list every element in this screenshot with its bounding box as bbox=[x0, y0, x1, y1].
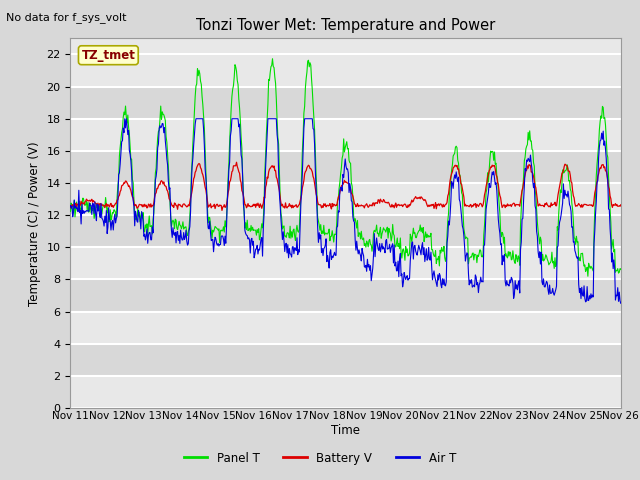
Legend: Panel T, Battery V, Air T: Panel T, Battery V, Air T bbox=[179, 447, 461, 469]
Air T bbox=[429, 271, 437, 277]
X-axis label: Time: Time bbox=[331, 423, 360, 436]
Battery V bbox=[67, 205, 74, 211]
Panel T bbox=[133, 217, 141, 223]
Air T bbox=[121, 116, 129, 121]
Air T bbox=[190, 143, 198, 148]
Bar bbox=[70, 344, 621, 376]
Panel T bbox=[584, 274, 592, 279]
Battery V bbox=[430, 205, 438, 211]
Bar bbox=[70, 119, 621, 151]
Air T bbox=[413, 252, 421, 258]
Battery V bbox=[77, 203, 84, 208]
Air T bbox=[67, 203, 74, 208]
Line: Panel T: Panel T bbox=[70, 59, 621, 276]
Text: No data for f_sys_volt: No data for f_sys_volt bbox=[6, 12, 127, 23]
Bar bbox=[70, 376, 621, 408]
Battery V bbox=[189, 182, 196, 188]
Y-axis label: Temperature (C) / Power (V): Temperature (C) / Power (V) bbox=[28, 141, 41, 305]
Bar bbox=[70, 247, 621, 279]
Panel T bbox=[413, 231, 421, 237]
Battery V bbox=[233, 159, 241, 165]
Panel T bbox=[67, 209, 74, 215]
Panel T bbox=[269, 56, 276, 61]
Bar bbox=[70, 86, 621, 119]
Battery V bbox=[219, 204, 227, 210]
Panel T bbox=[429, 251, 437, 256]
Bar bbox=[70, 54, 621, 86]
Battery V bbox=[414, 195, 422, 201]
Air T bbox=[219, 233, 227, 239]
Battery V bbox=[133, 205, 141, 211]
Air T bbox=[134, 219, 141, 225]
Line: Air T: Air T bbox=[70, 119, 621, 303]
Panel T bbox=[77, 207, 84, 213]
Bar bbox=[70, 183, 621, 215]
Air T bbox=[77, 208, 84, 214]
Line: Battery V: Battery V bbox=[70, 162, 621, 210]
Battery V bbox=[218, 207, 226, 213]
Bar bbox=[70, 151, 621, 183]
Title: Tonzi Tower Met: Temperature and Power: Tonzi Tower Met: Temperature and Power bbox=[196, 18, 495, 33]
Air T bbox=[617, 300, 625, 306]
Text: TZ_tmet: TZ_tmet bbox=[81, 49, 135, 62]
Bar bbox=[70, 279, 621, 312]
Bar bbox=[70, 215, 621, 247]
Panel T bbox=[617, 266, 625, 272]
Panel T bbox=[189, 140, 196, 146]
Panel T bbox=[218, 228, 226, 234]
Battery V bbox=[617, 202, 625, 208]
Bar bbox=[70, 312, 621, 344]
